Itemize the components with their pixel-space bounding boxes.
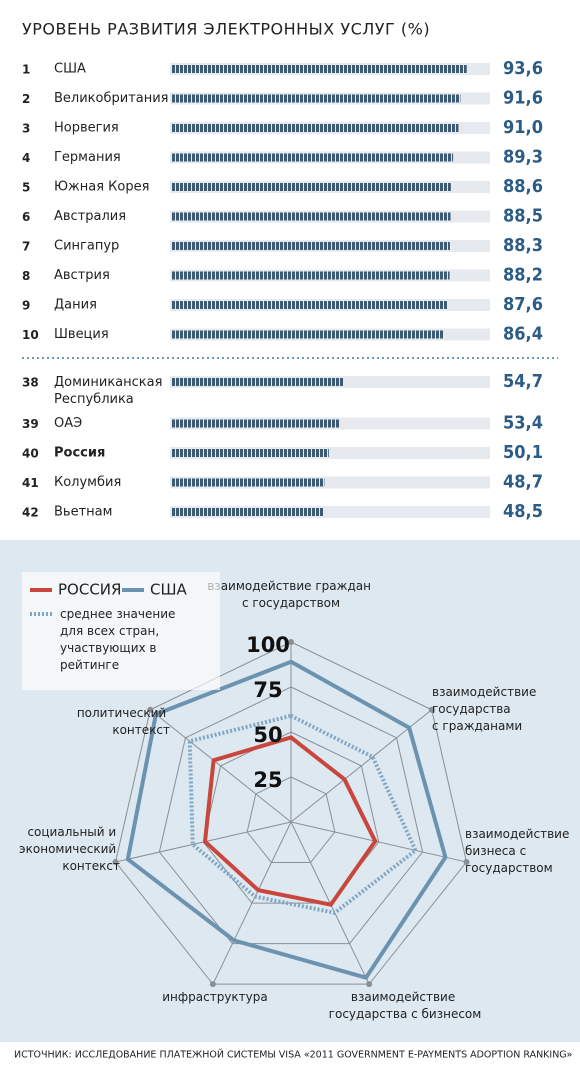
value-label: 89,3 xyxy=(503,147,543,168)
axis-label: взаимодействие граждан с государством xyxy=(207,579,375,610)
bar xyxy=(172,94,461,103)
category-label: ОАЭ xyxy=(54,416,82,431)
value-label: 91,6 xyxy=(503,88,543,109)
rank: 40 xyxy=(22,447,39,461)
axis-label: взаимодействие государства с бизнесом xyxy=(329,990,482,1021)
category-label: Колумбия xyxy=(54,475,121,490)
axis-label: инфраструктура xyxy=(162,990,268,1004)
spoke-end xyxy=(147,706,154,713)
bar xyxy=(172,242,450,250)
value-label: 91,0 xyxy=(503,117,543,138)
value-label: 93,6 xyxy=(503,58,543,79)
axis-label: взаимодействие государства с гражданами xyxy=(432,685,540,733)
category-label: Германия xyxy=(54,150,121,165)
category-label: США xyxy=(54,62,86,77)
bar xyxy=(172,330,444,339)
spoke xyxy=(212,821,292,985)
category-label: Россия xyxy=(54,446,105,461)
bar xyxy=(172,419,340,428)
axis-label: социальный и экономический контекст xyxy=(19,825,120,873)
category-label: Австрия xyxy=(54,268,110,283)
rank: 5 xyxy=(22,181,30,195)
axis-label: взаимодействие бизнеса с государством xyxy=(465,827,573,875)
legend-label: РОССИЯ xyxy=(58,581,121,599)
legend-box xyxy=(22,572,220,690)
value-label: 87,6 xyxy=(503,294,543,315)
spoke-end xyxy=(209,981,216,988)
category-label: Южная Корея xyxy=(54,180,149,195)
value-label: 88,3 xyxy=(503,235,543,256)
rank: 38 xyxy=(22,376,39,390)
value-label: 88,5 xyxy=(503,206,543,227)
rank: 8 xyxy=(22,269,30,283)
rank: 3 xyxy=(22,122,30,136)
source: ИСТОЧНИК: ИССЛЕДОВАНИЕ ПЛАТЕЖНОЙ СИСТЕМЫ… xyxy=(14,1049,573,1061)
r-tick-label: 75 xyxy=(253,678,282,702)
bar xyxy=(172,212,451,221)
category-label: Швеция xyxy=(54,327,109,342)
bar xyxy=(172,478,325,487)
bar xyxy=(172,449,329,457)
category-label: Норвегия xyxy=(54,121,119,136)
legend-label: США xyxy=(150,581,188,599)
grid-ring xyxy=(158,686,424,945)
rank: 10 xyxy=(22,328,39,342)
rank: 6 xyxy=(22,210,30,224)
spoke-end xyxy=(428,706,435,713)
value-label: 48,7 xyxy=(503,472,543,493)
bar xyxy=(172,183,451,191)
bar xyxy=(172,65,467,73)
bar xyxy=(172,508,324,516)
series-line xyxy=(202,735,378,907)
axis-label: политический контекст xyxy=(77,706,170,737)
category-label: Дания xyxy=(54,298,97,313)
bar xyxy=(172,378,344,386)
rank: 2 xyxy=(22,92,30,106)
value-label: 88,2 xyxy=(503,265,543,286)
series-line xyxy=(125,659,448,981)
value-label: 50,1 xyxy=(503,442,543,463)
legend-label: среднее значение для всех стран, участву… xyxy=(60,607,179,672)
rank: 39 xyxy=(22,417,39,431)
category-label: Австралия xyxy=(54,209,126,224)
rank: 4 xyxy=(22,151,30,165)
value-label: 54,7 xyxy=(503,371,543,392)
r-tick-label: 25 xyxy=(253,768,282,792)
rank: 7 xyxy=(22,240,30,254)
r-tick-label: 50 xyxy=(253,723,282,747)
category-label: Вьетнам xyxy=(54,505,112,520)
value-label: 88,6 xyxy=(503,176,543,197)
grid-ring xyxy=(114,641,468,985)
bar xyxy=(172,271,450,280)
rank: 41 xyxy=(22,476,39,490)
bar xyxy=(172,301,448,309)
bar xyxy=(172,153,454,162)
value-label: 86,4 xyxy=(503,324,543,345)
spoke-end xyxy=(463,859,470,866)
spoke xyxy=(290,821,467,863)
r-tick-label: 100 xyxy=(246,633,290,657)
spoke-end xyxy=(366,981,373,988)
category-label: Великобритания xyxy=(54,91,169,106)
value-label: 53,4 xyxy=(503,413,543,434)
category-label: Доминиканская Республика xyxy=(54,375,167,407)
value-label: 48,5 xyxy=(503,501,543,522)
rank: 9 xyxy=(22,299,30,313)
rank: 42 xyxy=(22,506,39,520)
spoke-end xyxy=(288,639,294,645)
spoke-end xyxy=(112,859,119,866)
grid-ring xyxy=(246,776,336,864)
series-line xyxy=(187,713,419,915)
bar xyxy=(172,124,459,132)
chart-title: УРОВЕНЬ РАЗВИТИЯ ЭЛЕКТРОННЫХ УСЛУГ (%) xyxy=(22,20,430,39)
rank: 1 xyxy=(22,63,30,77)
category-label: Сингапур xyxy=(54,239,119,254)
spoke xyxy=(149,709,292,823)
